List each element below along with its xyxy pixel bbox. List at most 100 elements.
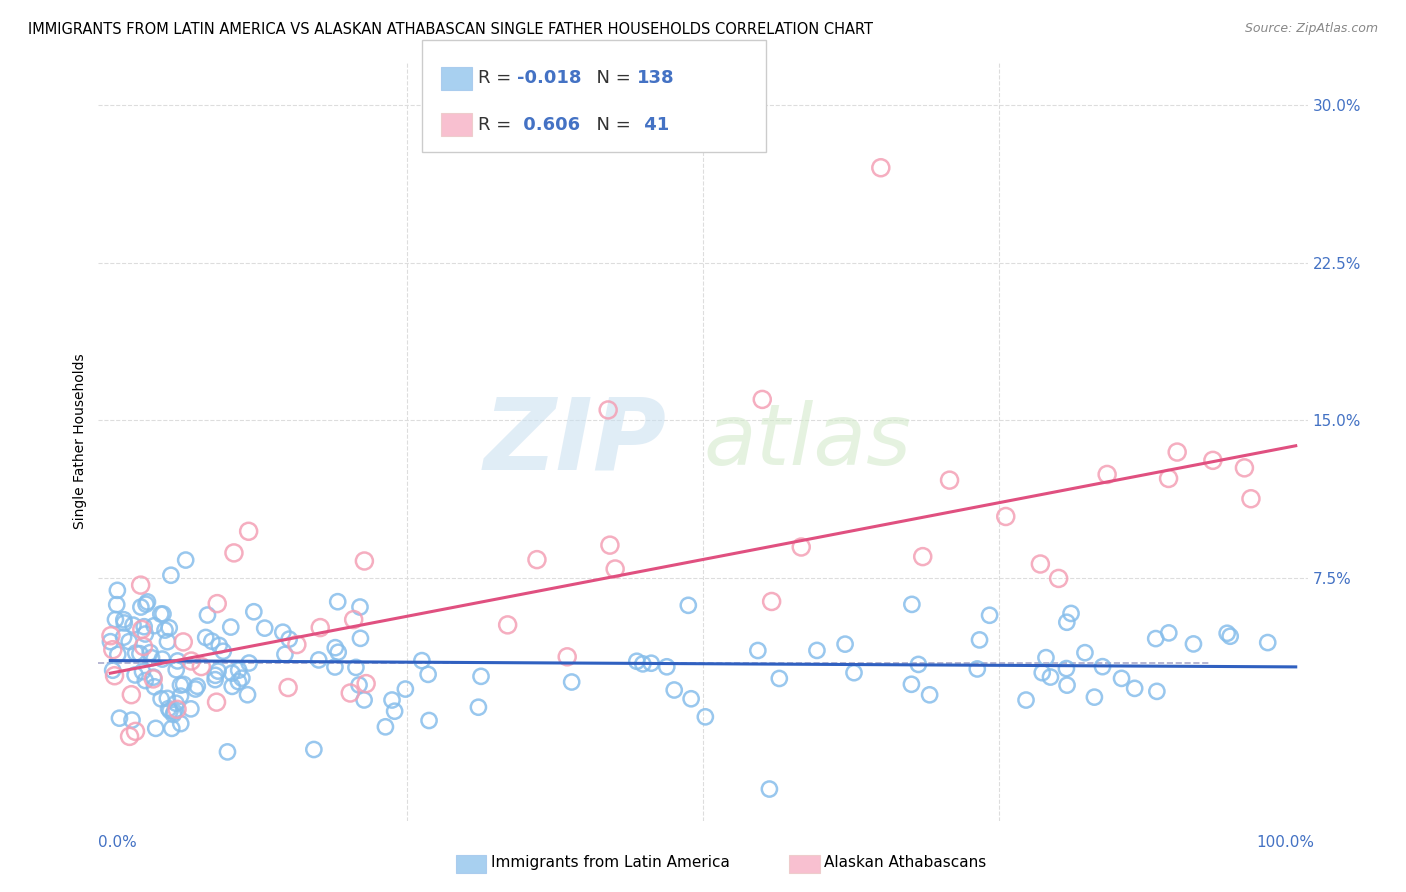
Text: 100.0%: 100.0% bbox=[1257, 836, 1315, 850]
Point bbox=[125, 646, 148, 660]
Text: Source: ZipAtlas.com: Source: ZipAtlas.com bbox=[1244, 22, 1378, 36]
Point bbox=[219, 620, 242, 634]
Point bbox=[277, 681, 299, 695]
Point bbox=[381, 693, 404, 707]
Point bbox=[1257, 635, 1279, 649]
Point bbox=[347, 678, 370, 692]
Point bbox=[112, 613, 135, 627]
Text: IMMIGRANTS FROM LATIN AMERICA VS ALASKAN ATHABASCAN SINGLE FATHER HOUSEHOLDS COR: IMMIGRANTS FROM LATIN AMERICA VS ALASKAN… bbox=[28, 22, 873, 37]
Point bbox=[118, 634, 141, 648]
Point bbox=[470, 669, 492, 683]
Point bbox=[108, 711, 131, 725]
Point bbox=[1157, 471, 1180, 485]
Point bbox=[555, 649, 578, 664]
Point bbox=[186, 679, 208, 693]
Point bbox=[124, 668, 146, 682]
Point bbox=[969, 632, 991, 647]
Point bbox=[349, 632, 371, 646]
Point bbox=[418, 714, 440, 728]
Point bbox=[328, 645, 350, 659]
Point bbox=[1035, 650, 1057, 665]
Text: 0.606: 0.606 bbox=[517, 116, 581, 134]
Point bbox=[212, 644, 235, 658]
Point bbox=[112, 630, 135, 644]
Point bbox=[1166, 445, 1188, 459]
Point bbox=[1047, 571, 1070, 585]
Point bbox=[1240, 491, 1263, 506]
Point bbox=[135, 597, 157, 611]
Point bbox=[228, 674, 250, 689]
Text: R =: R = bbox=[478, 70, 517, 87]
Text: 41: 41 bbox=[638, 116, 669, 134]
Point bbox=[194, 631, 217, 645]
Point bbox=[129, 647, 152, 661]
Point bbox=[353, 554, 375, 568]
Point bbox=[966, 662, 988, 676]
Point bbox=[1111, 672, 1133, 686]
Point bbox=[274, 648, 297, 662]
Point bbox=[207, 597, 229, 611]
Point bbox=[918, 688, 941, 702]
Point bbox=[172, 635, 194, 649]
Point bbox=[166, 702, 188, 716]
Point bbox=[124, 724, 146, 739]
Point bbox=[353, 693, 375, 707]
Point bbox=[1015, 693, 1038, 707]
Point bbox=[394, 681, 416, 696]
Point bbox=[1095, 467, 1118, 482]
Point bbox=[349, 600, 371, 615]
Point bbox=[107, 648, 129, 662]
Point bbox=[1144, 632, 1167, 646]
Point bbox=[994, 509, 1017, 524]
Point bbox=[157, 701, 180, 715]
Point bbox=[129, 600, 152, 615]
Point bbox=[143, 618, 166, 632]
Point bbox=[751, 392, 773, 407]
Point bbox=[132, 640, 155, 654]
Point bbox=[308, 653, 330, 667]
Point bbox=[605, 562, 627, 576]
Point bbox=[655, 660, 678, 674]
Point bbox=[141, 650, 163, 665]
Point bbox=[160, 568, 183, 582]
Point bbox=[278, 632, 301, 646]
Point bbox=[204, 668, 226, 682]
Point bbox=[1219, 629, 1241, 643]
Point bbox=[907, 657, 929, 672]
Point bbox=[118, 730, 141, 744]
Point bbox=[100, 634, 122, 648]
Point bbox=[901, 598, 924, 612]
Point bbox=[105, 583, 128, 598]
Point bbox=[758, 782, 780, 797]
Point bbox=[1091, 659, 1114, 673]
Point bbox=[136, 595, 159, 609]
Point bbox=[1056, 615, 1078, 630]
Point bbox=[145, 722, 167, 736]
Point bbox=[323, 660, 346, 674]
Point bbox=[416, 667, 439, 681]
Point bbox=[162, 707, 184, 722]
Point bbox=[1031, 665, 1053, 680]
Point bbox=[1054, 662, 1077, 676]
Point bbox=[384, 704, 406, 718]
Point bbox=[238, 524, 260, 539]
Point bbox=[143, 680, 166, 694]
Point bbox=[160, 722, 183, 736]
Point bbox=[166, 654, 188, 668]
Point bbox=[1123, 681, 1146, 696]
Point bbox=[806, 643, 828, 657]
Point bbox=[599, 538, 621, 552]
Point bbox=[834, 637, 856, 651]
Point bbox=[467, 700, 489, 714]
Point bbox=[142, 672, 165, 686]
Point bbox=[496, 618, 519, 632]
Point bbox=[869, 161, 891, 175]
Point bbox=[343, 613, 366, 627]
Point bbox=[204, 673, 226, 687]
Point bbox=[150, 652, 173, 666]
Point bbox=[678, 599, 700, 613]
Point bbox=[302, 742, 325, 756]
Point bbox=[1157, 626, 1180, 640]
Point bbox=[121, 713, 143, 727]
Point bbox=[105, 598, 128, 612]
